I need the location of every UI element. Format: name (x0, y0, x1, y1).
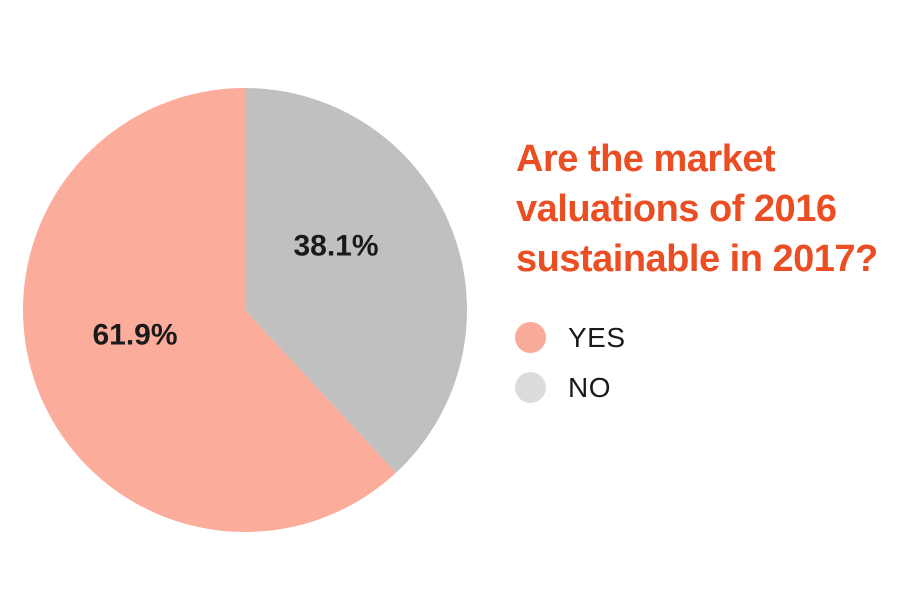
legend-item-yes: YES (515, 322, 626, 353)
legend-marker-yes-icon (515, 322, 546, 353)
legend-item-no: NO (515, 372, 626, 403)
legend-label-no: NO (568, 371, 611, 403)
legend-label-yes: YES (568, 321, 626, 353)
pie-label-yes: 61.9% (92, 319, 177, 352)
pie-slice-yes (22, 88, 396, 532)
chart-title: Are the market valuations of 2016 sustai… (516, 138, 878, 280)
legend: YES NO (515, 322, 626, 422)
pie-slice-no (245, 88, 467, 473)
legend-marker-no-icon (515, 372, 546, 403)
pie-label-no: 38.1% (293, 230, 378, 263)
